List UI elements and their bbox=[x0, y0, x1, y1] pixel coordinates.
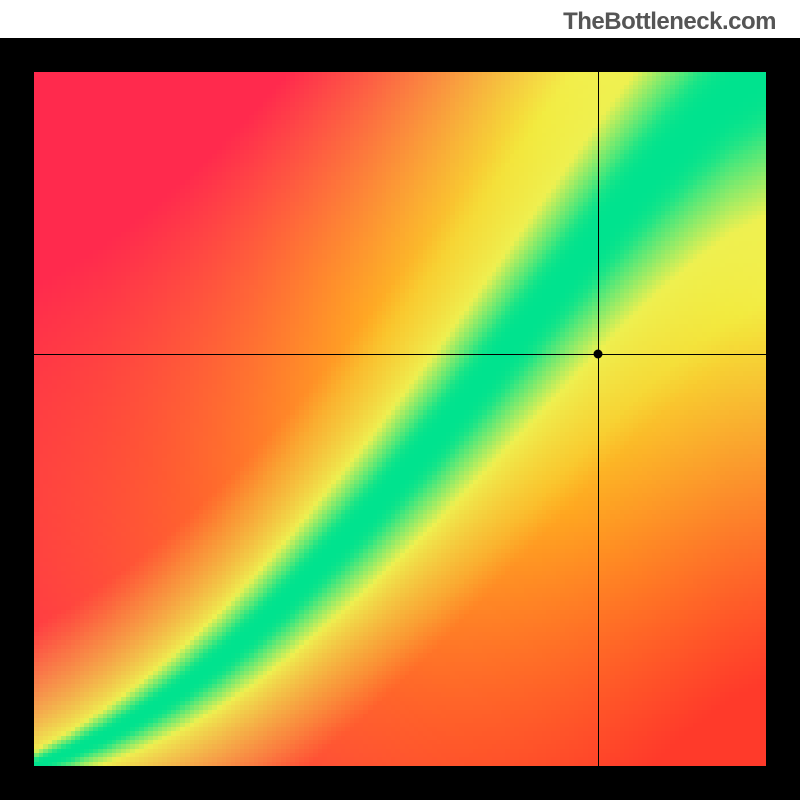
plot-outer bbox=[0, 38, 800, 800]
crosshair-vertical bbox=[598, 38, 599, 800]
bottleneck-chart-container: TheBottleneck.com bbox=[0, 0, 800, 800]
crosshair-horizontal bbox=[0, 354, 800, 355]
heatmap-canvas bbox=[34, 72, 766, 766]
watermark-text: TheBottleneck.com bbox=[563, 8, 776, 36]
crosshair-marker bbox=[593, 350, 602, 359]
